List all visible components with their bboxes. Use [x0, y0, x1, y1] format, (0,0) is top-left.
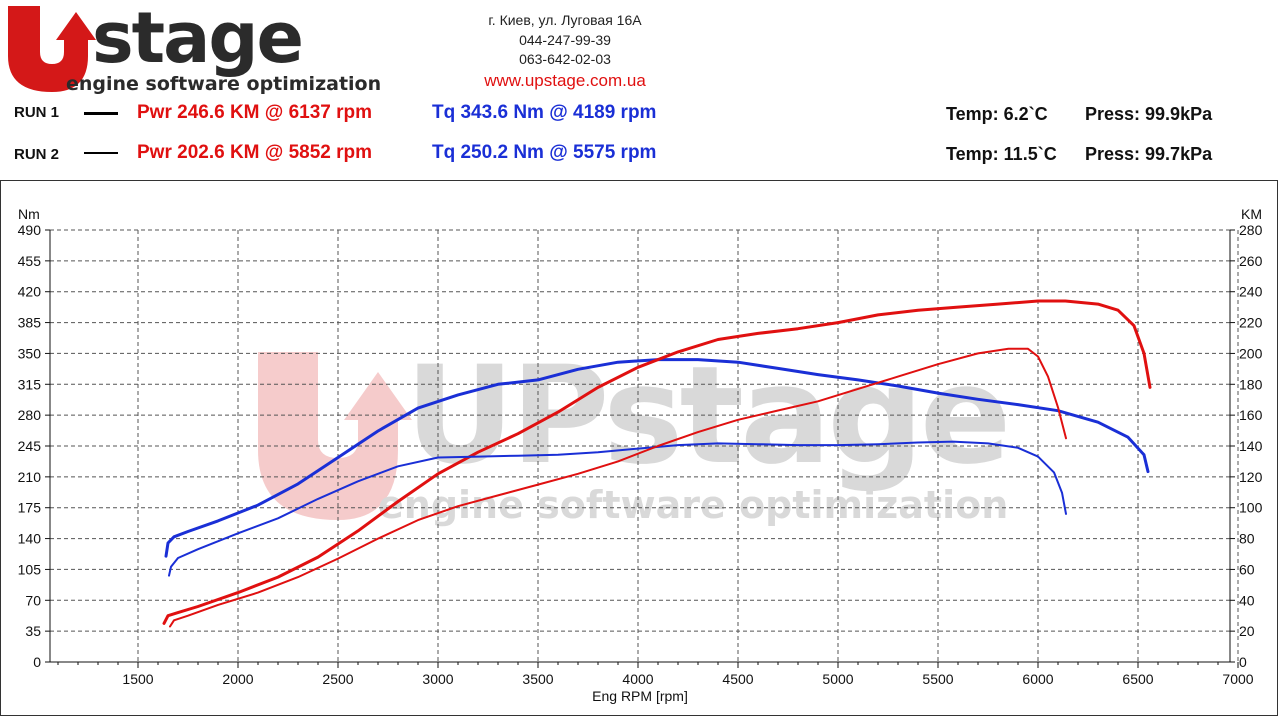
phone-1: 044-247-99-39 [519, 32, 611, 48]
x-tick-label: 2000 [222, 671, 253, 687]
upstage-logo: stage engine software optimization [8, 0, 381, 95]
run1-line-sample [84, 112, 118, 115]
chart-axes: 0 35 70 105 140 175 210 245 280 315 350 385 420 455 49… [18, 222, 1263, 687]
x-tick-label: 7000 [1222, 671, 1253, 687]
y-right-tick-label: 20 [1239, 623, 1255, 639]
y-right-tick-label: 160 [1239, 407, 1263, 423]
y-right-tick-label: 200 [1239, 345, 1263, 361]
y-right-tick-label: 220 [1239, 315, 1263, 331]
y-left-tick-label: 455 [18, 253, 42, 269]
y-right-unit: KM [1241, 206, 1262, 222]
y-right-tick-label: 260 [1239, 253, 1263, 269]
run1-torque-curve [164, 358, 1150, 558]
y-left-tick-label: 175 [18, 500, 42, 516]
x-tick-label: 2500 [322, 671, 353, 687]
y-left-tick-label: 210 [18, 469, 42, 485]
run1-label: RUN 1 [14, 104, 60, 121]
run1-temp: Temp: 6.2`C [946, 104, 1048, 124]
run2-torque: Tq 250.2 Nm @ 5575 rpm [432, 142, 657, 163]
phone-2: 063-642-02-03 [519, 51, 611, 67]
run2-label: RUN 2 [14, 146, 60, 163]
y-left-tick-label: 105 [18, 561, 42, 577]
x-tick-label: 5500 [922, 671, 953, 687]
y-left-tick-label: 70 [25, 592, 41, 608]
watermark-tagline: engine software optimization [378, 483, 1008, 527]
x-tick-label: 6000 [1022, 671, 1053, 687]
chart-grid [50, 229, 1239, 662]
x-tick-label: 4500 [722, 671, 753, 687]
x-tick-label: 5000 [822, 671, 853, 687]
y-left-tick-label: 0 [33, 654, 41, 670]
run2-line-sample [84, 152, 118, 154]
y-left-tick-label: 490 [18, 222, 42, 238]
run1-power: Pwr 246.6 KM @ 6137 rpm [137, 102, 373, 123]
run1-power-curve [162, 299, 1152, 625]
run2-torque-curve [168, 440, 1067, 577]
run2-press: Press: 99.7kPa [1085, 144, 1213, 164]
address-text: г. Киев, ул. Луговая 16А [488, 12, 642, 28]
x-tick-label: 3000 [422, 671, 453, 687]
x-tick-label: 6500 [1122, 671, 1153, 687]
y-right-tick-label: 120 [1239, 469, 1263, 485]
y-left-tick-label: 315 [18, 376, 42, 392]
x-tick-label: 1500 [122, 671, 153, 687]
y-left-tick-label: 420 [18, 284, 42, 300]
y-right-tick-label: 280 [1239, 222, 1263, 238]
run2-power-curve [169, 347, 1067, 628]
y-left-tick-label: 350 [18, 345, 42, 361]
y-right-tick-label: 0 [1239, 654, 1247, 670]
run1-torque: Tq 343.6 Nm @ 4189 rpm [432, 102, 657, 123]
y-left-unit: Nm [18, 206, 40, 222]
y-right-tick-label: 240 [1239, 284, 1263, 300]
chart-series [162, 299, 1152, 628]
y-right-tick-label: 180 [1239, 376, 1263, 392]
y-left-tick-label: 245 [18, 438, 42, 454]
svg-text:stage: stage [92, 0, 302, 79]
chart-frame [0, 180, 1278, 716]
x-tick-label: 4000 [622, 671, 653, 687]
y-right-tick-label: 60 [1239, 561, 1255, 577]
x-axis-label: Eng RPM [rpm] [592, 688, 688, 704]
y-right-tick-label: 80 [1239, 531, 1255, 547]
x-tick-label: 3500 [522, 671, 553, 687]
run1-press: Press: 99.9kPa [1085, 104, 1213, 124]
y-left-tick-label: 385 [18, 315, 42, 331]
run2-power: Pwr 202.6 KM @ 5852 rpm [137, 142, 373, 163]
y-right-tick-label: 100 [1239, 500, 1263, 516]
y-left-tick-label: 140 [18, 531, 42, 547]
website-link[interactable]: www.upstage.com.ua [484, 71, 646, 90]
watermark: UPstage engine software optimization [258, 337, 1011, 527]
y-right-tick-label: 140 [1239, 438, 1263, 454]
logo-tagline: engine software optimization [66, 73, 381, 95]
y-left-tick-label: 35 [25, 623, 41, 639]
y-left-tick-label: 280 [18, 407, 42, 423]
y-right-tick-label: 40 [1239, 592, 1255, 608]
run2-temp: Temp: 11.5`C [946, 144, 1057, 164]
